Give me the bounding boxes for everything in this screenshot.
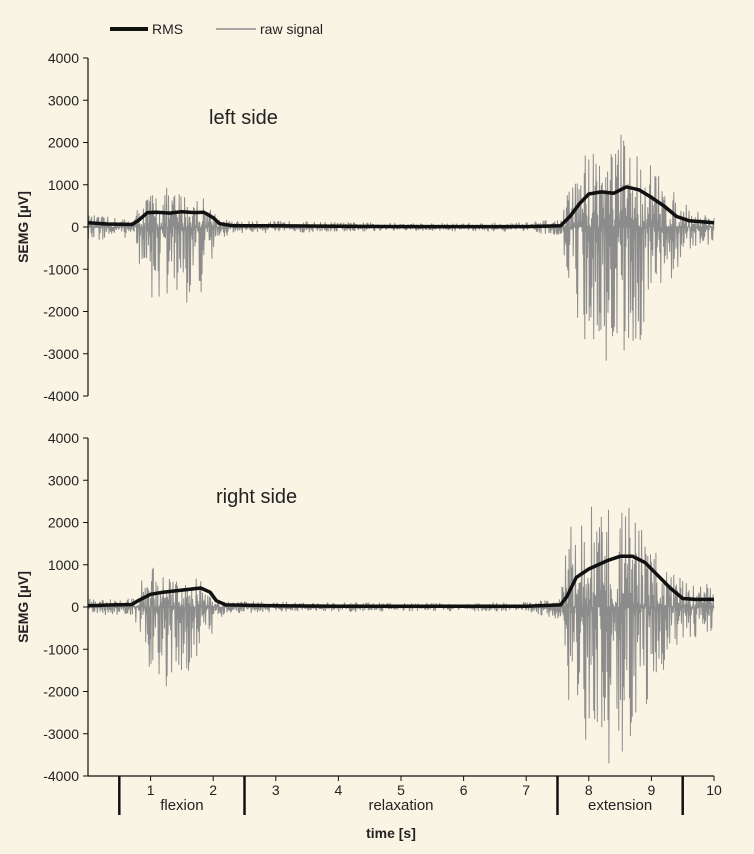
y-axis-title-left: SEMG [µV] (15, 191, 31, 263)
y-tick-label: 2000 (48, 515, 79, 531)
x-tick-label: 3 (272, 782, 280, 798)
phase-label-extension: extension (588, 797, 652, 814)
y-tick-label: 3000 (48, 472, 79, 488)
y-tick-label: -3000 (43, 726, 79, 742)
legend-rms-label: RMS (152, 21, 183, 37)
y-tick-label: 4000 (48, 50, 79, 66)
x-tick-label: 7 (522, 782, 530, 798)
x-tick-label: 9 (648, 782, 656, 798)
y-tick-label: 4000 (48, 430, 79, 446)
x-ticks: 1 2 3 4 5 6 7 8 9 10 (147, 776, 722, 798)
legend: RMS raw signal (110, 21, 323, 37)
y-tick-label: 2000 (48, 135, 79, 151)
raw-signal-series-right (87, 506, 715, 764)
y-axis-title-right-panel: SEMG [µV] (15, 571, 31, 643)
x-axis-title: time [s] (366, 825, 416, 841)
y-tick-label: -2000 (43, 684, 79, 700)
x-tick-label: 2 (209, 782, 217, 798)
rms-series-right (87, 554, 714, 608)
x-tick-label: 10 (706, 782, 722, 798)
raw-signal-series-left (87, 134, 715, 361)
panel-right-side: 4000 3000 2000 1000 0 -1000 -2000 -3000 -4000 SE… (15, 430, 715, 784)
y-tick-label: -3000 (43, 346, 79, 362)
phase-labels: flexion relaxation extension (118, 776, 684, 815)
x-tick-label: 6 (460, 782, 468, 798)
x-tick-label: 5 (397, 782, 405, 798)
y-tick-label: 0 (71, 219, 79, 235)
y-tick-label: -4000 (43, 768, 79, 784)
y-ticks-right-panel: 4000 3000 2000 1000 0 -1000 -2000 -3000 -4000 (43, 430, 88, 784)
x-axis: 1 2 3 4 5 6 7 8 9 10 flexion relaxation extension t… (88, 775, 722, 841)
x-tick-label: 1 (147, 782, 155, 798)
y-tick-label: -1000 (43, 261, 79, 277)
y-ticks-left: 4000 3000 2000 1000 0 -1000 -2000 -3000 -4000 (43, 50, 88, 404)
x-tick-label: 8 (585, 782, 593, 798)
y-tick-label: 1000 (48, 177, 79, 193)
y-tick-label: 1000 (48, 557, 79, 573)
raw-signal-trace (87, 506, 715, 764)
y-tick-label: -2000 (43, 304, 79, 320)
panel-left-side: 4000 3000 2000 1000 0 -1000 -2000 -3000 -4000 SE… (15, 50, 715, 404)
y-tick-label: 0 (71, 599, 79, 615)
annotation-left-side: left side (209, 107, 278, 129)
legend-raw-label: raw signal (260, 21, 323, 37)
phase-label-flexion: flexion (160, 797, 203, 814)
raw-signal-trace (87, 134, 715, 361)
phase-label-relaxation: relaxation (368, 797, 433, 814)
y-tick-label: -1000 (43, 641, 79, 657)
annotation-right-side: right side (216, 486, 297, 508)
x-tick-label: 4 (335, 782, 343, 798)
y-tick-label: -4000 (43, 388, 79, 404)
rms-series-left (87, 185, 715, 229)
y-tick-label: 3000 (48, 92, 79, 108)
